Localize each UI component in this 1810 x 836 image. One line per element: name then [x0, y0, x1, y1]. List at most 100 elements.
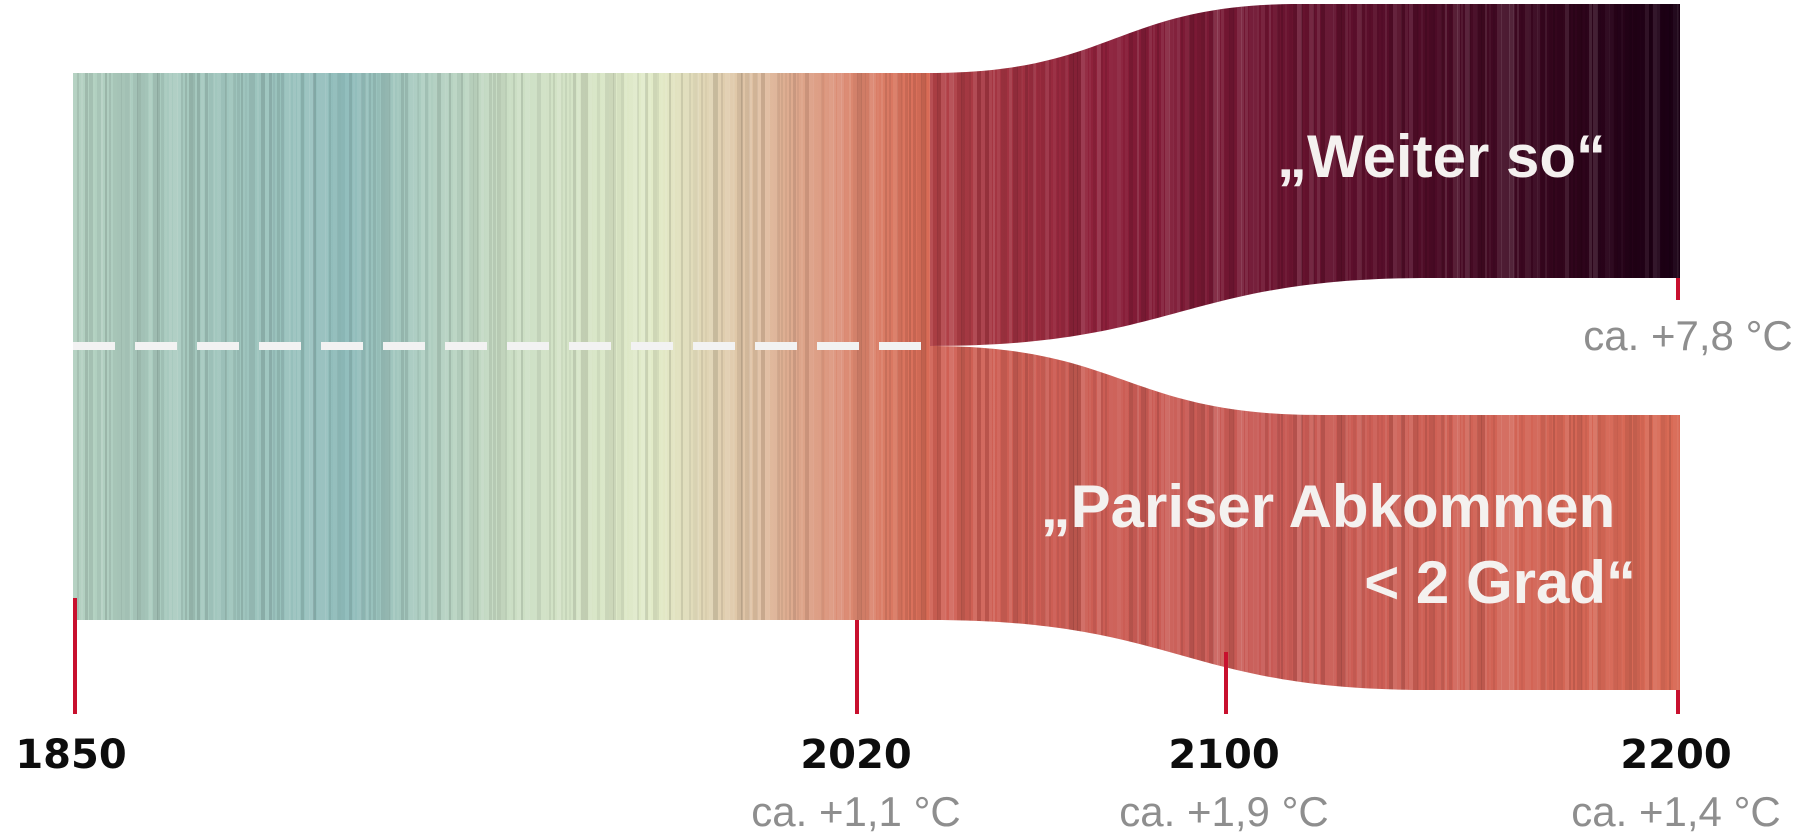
- stripe: [1025, 4, 1028, 690]
- stripe: [965, 4, 969, 690]
- stripe: [433, 4, 438, 690]
- stripe: [857, 4, 862, 690]
- stripe: [1005, 4, 1007, 690]
- stripe: [369, 4, 371, 690]
- stripe: [125, 4, 130, 690]
- stripe: [117, 4, 122, 690]
- stripe: [953, 4, 957, 690]
- stripe: [121, 4, 125, 690]
- stripe: [1289, 0, 1292, 700]
- tick-label-2200: 2200: [1620, 732, 1731, 778]
- stripe: [1265, 4, 1268, 690]
- stripe: [313, 4, 316, 690]
- stripe: [613, 4, 616, 690]
- stripe: [873, 4, 876, 690]
- stripe: [1281, 4, 1283, 690]
- stripe: [441, 4, 446, 690]
- stripe: [1077, 4, 1081, 690]
- stripe: [1157, 4, 1159, 690]
- stripe: [929, 4, 933, 690]
- tick-label-2020: 2020: [800, 732, 911, 778]
- stripe: [945, 4, 947, 690]
- stripe: [1045, 4, 1049, 690]
- stripe: [1057, 4, 1059, 690]
- stripe: [365, 4, 368, 690]
- stripe: [309, 4, 314, 690]
- stripe: [1093, 4, 1096, 690]
- stripe: [377, 0, 380, 700]
- stripe: [1177, 4, 1180, 690]
- stripe: [1257, 4, 1259, 690]
- stripe: [673, 4, 675, 690]
- stripe: [689, 4, 691, 690]
- stripe: [1253, 4, 1257, 690]
- stripe: [1233, 4, 1235, 690]
- temp-label-weiter-so-end: ca. +7,8 °C: [1583, 312, 1792, 359]
- stripe: [921, 4, 926, 690]
- scenario-labels: „Weiter so“ „Pariser Abkommen < 2 Grad“: [1041, 123, 1636, 616]
- stripe: [969, 4, 971, 690]
- stripe: [865, 4, 870, 690]
- stripe: [1201, 4, 1205, 690]
- stripe: [301, 4, 304, 690]
- stripe: [1149, 4, 1152, 690]
- stripe: [249, 4, 253, 690]
- stripe: [1105, 4, 1107, 690]
- stripe: [181, 4, 183, 690]
- stripe: [1097, 4, 1101, 690]
- stripe: [621, 4, 624, 690]
- x-axis-labels: 1850 2020 2100 2200 ca. +1,1 °C ca. +1,9…: [15, 312, 1792, 835]
- stripe: [1085, 4, 1088, 690]
- stripe: [193, 4, 195, 690]
- stripe: [957, 4, 962, 690]
- stripe: [609, 4, 614, 690]
- stripe: [1121, 4, 1123, 690]
- stripe: [993, 4, 995, 690]
- stripe: [1117, 4, 1121, 690]
- stripe: [1145, 4, 1148, 690]
- stripe: [809, 4, 814, 690]
- paris-label-line-2: < 2 Grad“: [1364, 549, 1636, 616]
- temp-label-2200: ca. +1,4 °C: [1571, 788, 1780, 835]
- stripe: [429, 4, 431, 690]
- temp-label-2020: ca. +1,1 °C: [751, 788, 960, 835]
- temp-label-2100: ca. +1,9 °C: [1119, 788, 1328, 835]
- stripe: [177, 4, 181, 690]
- stripe: [1285, 4, 1287, 690]
- weiter-so-label: „Weiter so“: [1277, 123, 1606, 190]
- stripe: [801, 4, 803, 690]
- stripe: [1153, 4, 1155, 690]
- stripe: [741, 4, 743, 690]
- stripe: [941, 4, 946, 690]
- stripe: [373, 4, 376, 690]
- scenario-paris-band: [930, 346, 1680, 690]
- tick-label-1850: 1850: [15, 732, 126, 778]
- stripe: [501, 0, 505, 700]
- stripe: [185, 4, 187, 690]
- stripe: [745, 4, 750, 690]
- stripe: [189, 4, 193, 690]
- tick-marks: [73, 278, 1680, 714]
- stripe: [813, 4, 817, 690]
- stripe: [1089, 4, 1091, 690]
- stripe: [437, 4, 441, 690]
- stripe: [1301, 4, 1303, 690]
- stripe: [805, 4, 809, 690]
- paris-label-line-1: „Pariser Abkommen: [1041, 473, 1616, 540]
- stripe: [1205, 4, 1207, 690]
- stripe: [1349, 4, 1351, 690]
- stripe: [1065, 4, 1068, 690]
- stripe: [1277, 4, 1280, 690]
- stripe: [1033, 4, 1036, 690]
- stripe: [1181, 4, 1183, 690]
- stripe: [973, 4, 977, 690]
- stripe: [681, 4, 683, 690]
- stripe: [565, 4, 567, 690]
- stripe: [1053, 4, 1056, 690]
- stripe: [557, 4, 561, 690]
- stripe: [981, 4, 985, 690]
- stripe: [1109, 4, 1113, 690]
- stripe: [861, 4, 866, 690]
- stripe: [1269, 4, 1271, 690]
- stripe: [1161, 4, 1164, 690]
